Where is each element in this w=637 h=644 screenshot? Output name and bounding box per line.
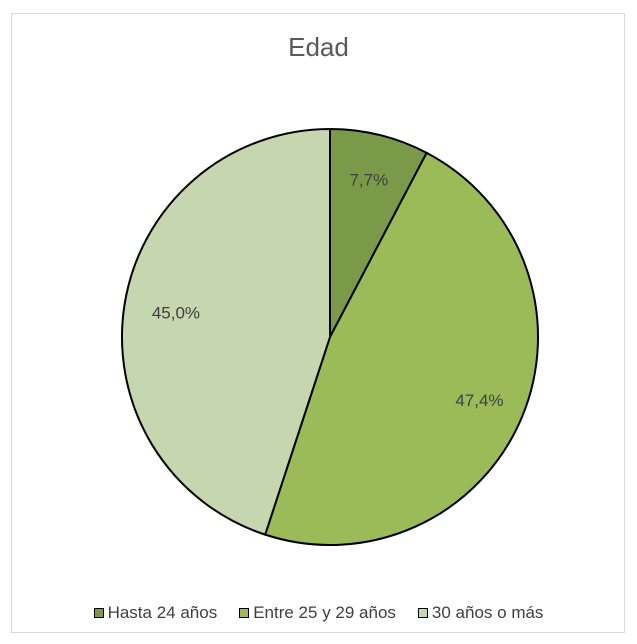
legend-item-entre-25-29: Entre 25 y 29 años xyxy=(239,603,396,623)
slice-label-entre-25-29: 47,4% xyxy=(455,391,503,410)
legend-label-entre-25-29: Entre 25 y 29 años xyxy=(253,603,396,622)
legend-swatch-hasta-24 xyxy=(93,608,104,618)
slice-30-o-mas xyxy=(121,127,331,536)
chart-title: Edad xyxy=(288,32,349,62)
slice-label-hasta-24: 7,7% xyxy=(349,170,388,189)
slice-label-30-o-mas: 45,0% xyxy=(152,303,200,322)
legend-swatch-30-o-mas xyxy=(417,608,428,618)
legend-swatch-entre-25-29 xyxy=(239,608,250,618)
legend: Hasta 24 años Entre 25 y 29 años 30 años… xyxy=(0,603,637,623)
slice-hasta-24 xyxy=(329,127,429,338)
slice-entre-25-29 xyxy=(263,151,539,546)
legend-label-30-o-mas: 30 años o más xyxy=(431,603,544,622)
legend-label-hasta-24: Hasta 24 años xyxy=(107,603,218,622)
legend-item-hasta-24: Hasta 24 años xyxy=(93,603,218,623)
legend-item-30-o-mas: 30 años o más xyxy=(417,603,544,623)
